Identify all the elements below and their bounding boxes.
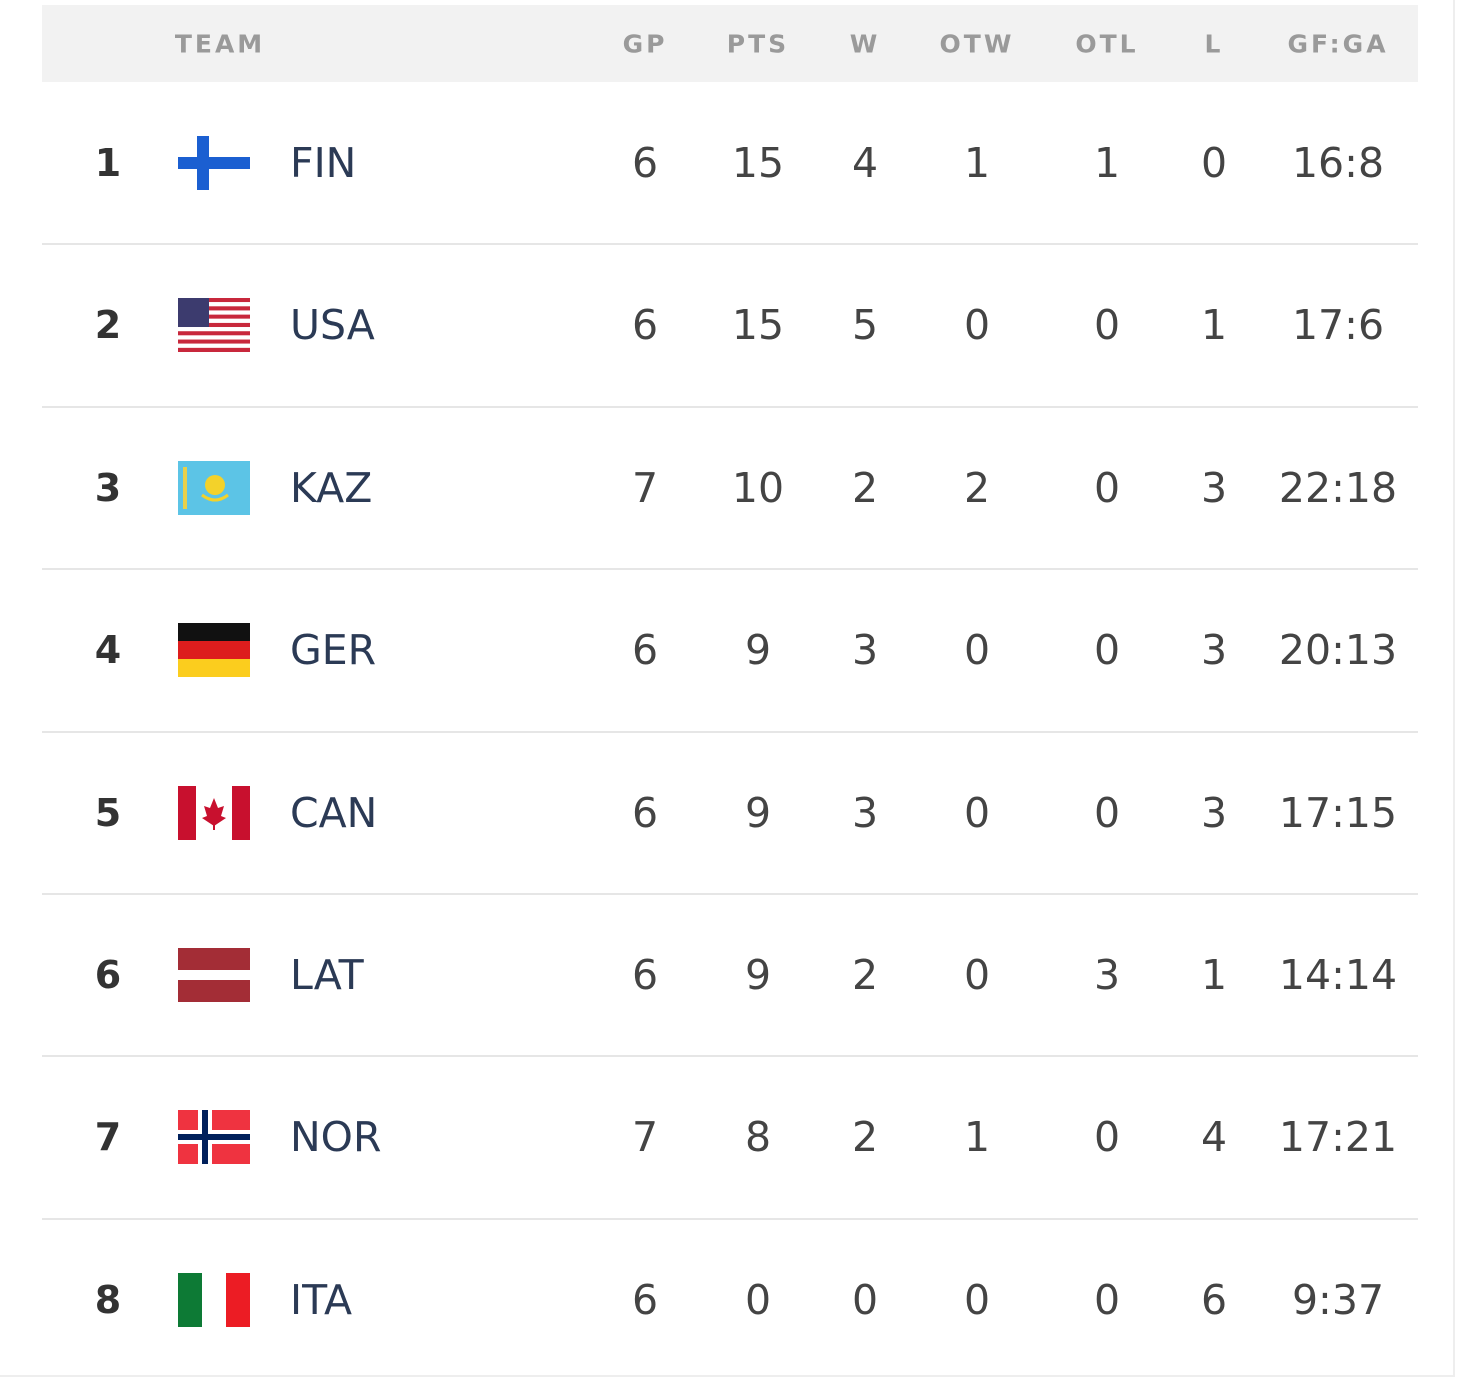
stat-cell: 16:8 [1291,139,1385,187]
stat-cell: 2 [851,1113,879,1162]
column-header: TEAM [174,29,266,59]
stat-cell: 9 [744,951,772,999]
stat-cell: 8 [744,1113,772,1162]
stat-cell: 6 [631,301,659,350]
team-name: CAN [290,788,378,837]
stat-cell: 3 [851,626,879,675]
stat-cell: 15 [731,301,785,350]
team-name: GER [290,626,377,675]
stat-cell: 1 [1200,951,1228,999]
stat-cell: 0 [1200,139,1228,187]
row-divider [42,568,1418,571]
row-divider [42,1055,1418,1058]
stat-cell: 17:6 [1291,301,1385,350]
rank: 7 [94,1115,122,1160]
stat-cell: 0 [744,1275,772,1324]
flag-icon [178,136,250,190]
team-name: LAT [290,951,364,999]
stat-cell: 6 [631,626,659,675]
stat-cell: 2 [851,463,879,512]
column-header: GP [622,29,668,59]
row-divider [42,730,1418,733]
team-name: ITA [290,1275,353,1324]
stat-cell: 22:18 [1278,463,1398,512]
stat-cell: 9 [744,788,772,837]
team-name: NOR [290,1113,382,1162]
rank: 5 [94,790,122,835]
stat-cell: 6 [1200,1275,1228,1324]
stat-cell: 4 [851,139,879,187]
flag-icon [178,460,250,515]
stat-cell: 20:13 [1278,626,1398,675]
flag-icon [178,623,250,678]
flag-icon [178,948,250,1002]
stat-cell: 9:37 [1291,1275,1385,1324]
stat-cell: 14:14 [1278,951,1398,999]
column-header: GF:GA [1287,29,1389,59]
stat-cell: 0 [963,301,991,350]
stat-cell: 0 [1093,301,1121,350]
stat-cell: 17:15 [1278,788,1398,837]
flag-icon [178,1110,250,1165]
stat-cell: 6 [631,139,659,187]
rank: 1 [94,141,122,185]
stat-cell: 0 [1093,463,1121,512]
stat-cell: 17:21 [1278,1113,1398,1162]
team-name: USA [290,301,375,350]
stat-cell: 3 [851,788,879,837]
rank: 2 [94,303,122,348]
stat-cell: 1 [1200,301,1228,350]
stat-cell: 6 [631,1275,659,1324]
stat-cell: 0 [851,1275,879,1324]
stat-cell: 1 [963,1113,991,1162]
row-divider [42,893,1418,895]
rank: 8 [94,1277,122,1322]
row-divider [42,243,1418,246]
column-header: PTS [726,29,790,59]
stat-cell: 10 [731,463,785,512]
row-divider [42,405,1418,408]
stat-cell: 3 [1093,951,1121,999]
stat-cell: 1 [963,139,991,187]
stat-cell: 0 [963,1275,991,1324]
flag-icon [178,1272,250,1327]
column-header: OTL [1075,29,1139,59]
stat-cell: 1 [1093,139,1121,187]
stat-cell: 0 [1093,788,1121,837]
stat-cell: 6 [631,951,659,999]
row-divider [42,1217,1418,1220]
rank: 3 [94,465,122,510]
column-header: W [849,29,881,59]
stat-cell: 15 [731,139,785,187]
stat-cell: 3 [1200,788,1228,837]
stat-cell: 0 [963,951,991,999]
stat-cell: 0 [1093,1113,1121,1162]
header-bar [42,5,1418,82]
stat-cell: 9 [744,626,772,675]
column-header: OTW [939,29,1015,59]
stat-cell: 0 [1093,1275,1121,1324]
column-header: L [1204,29,1224,59]
stat-cell: 7 [631,463,659,512]
flag-icon [178,785,250,840]
stat-cell: 6 [631,788,659,837]
stat-cell: 2 [851,951,879,999]
stat-cell: 0 [963,788,991,837]
rank: 6 [94,953,122,997]
stat-cell: 5 [851,301,879,350]
flag-icon [178,298,250,353]
team-name: FIN [290,139,357,187]
team-name: KAZ [290,463,373,512]
stat-cell: 0 [963,626,991,675]
stat-cell: 0 [1093,626,1121,675]
stat-cell: 3 [1200,626,1228,675]
stat-cell: 2 [963,463,991,512]
stat-cell: 7 [631,1113,659,1162]
rank: 4 [94,628,122,673]
stat-cell: 4 [1200,1113,1228,1162]
stat-cell: 3 [1200,463,1228,512]
